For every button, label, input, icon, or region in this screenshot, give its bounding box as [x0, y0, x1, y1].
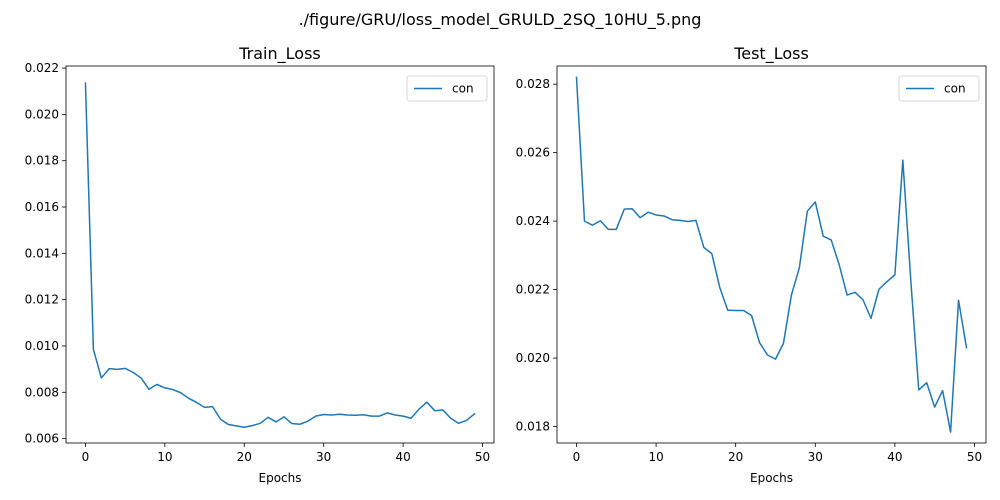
test-loss-y-tick-label: 0.026	[516, 146, 550, 160]
test-loss-x-tick-label: 10	[648, 450, 663, 464]
train-loss-y-tick-label: 0.008	[25, 385, 59, 399]
test-loss-legend-box	[898, 75, 980, 102]
train-loss-y-tick-label: 0.012	[25, 293, 59, 307]
train-loss-y-tick-label: 0.018	[25, 154, 59, 168]
test-loss-x-tick-label: 0	[573, 450, 581, 464]
test-loss-y-tick-label: 0.020	[516, 351, 550, 365]
train-loss-x-tick-label: 30	[316, 450, 331, 464]
test-loss-x-tick-label: 20	[728, 450, 743, 464]
train-loss-x-tick-label: 50	[475, 450, 490, 464]
train-loss-y-tick-label: 0.020	[25, 107, 59, 121]
test-loss-axes-frame	[556, 65, 987, 444]
test-loss-x-tick-label: 30	[808, 450, 823, 464]
test-loss-title: Test_Loss	[733, 44, 809, 64]
test-loss-legend-label: con	[944, 82, 966, 96]
test-loss-y-tick-label: 0.018	[516, 420, 550, 434]
train-loss-series-line-con	[84, 82, 476, 428]
test-loss-legend: con	[898, 75, 980, 102]
test-loss-x-axis-label: Epochs	[750, 471, 793, 485]
train-loss-y-tick-label: 0.014	[25, 246, 59, 260]
train-loss-legend: con	[406, 75, 488, 102]
train-loss-title: Train_Loss	[238, 44, 320, 64]
test-loss-panel: Test_Loss 0 10 20 30 40 50 0.018 0.020 0.022 0.024…	[516, 44, 987, 485]
train-loss-y-tick-label: 0.022	[25, 61, 59, 75]
train-loss-x-tick-label: 0	[82, 450, 90, 464]
test-loss-x-tick-label: 40	[887, 450, 902, 464]
test-loss-y-tick-label: 0.024	[516, 214, 550, 228]
test-loss-y-tick-label: 0.022	[516, 283, 550, 297]
figure-suptitle: ./figure/GRU/loss_model_GRULD_2SQ_10HU_5…	[299, 10, 702, 30]
train-loss-legend-label: con	[452, 82, 474, 96]
train-loss-axes-frame	[65, 65, 495, 444]
train-loss-y-tick-label: 0.016	[25, 200, 59, 214]
test-loss-x-tick-label: 50	[967, 450, 982, 464]
test-loss-series-line-con	[575, 76, 968, 433]
train-loss-y-tick-label: 0.010	[25, 339, 59, 353]
train-loss-x-tick-label: 20	[237, 450, 252, 464]
train-loss-y-tick-label: 0.006	[25, 432, 59, 446]
train-loss-x-axis-label: Epochs	[259, 471, 302, 485]
test-loss-y-tick-label: 0.028	[516, 77, 550, 91]
train-loss-panel: Train_Loss 0 10 20 30 40 50 0.006 0.008 0.010 0.01…	[25, 44, 495, 485]
train-loss-x-tick-label: 40	[395, 450, 410, 464]
train-loss-legend-box	[406, 75, 488, 102]
train-loss-x-tick-label: 10	[157, 450, 172, 464]
